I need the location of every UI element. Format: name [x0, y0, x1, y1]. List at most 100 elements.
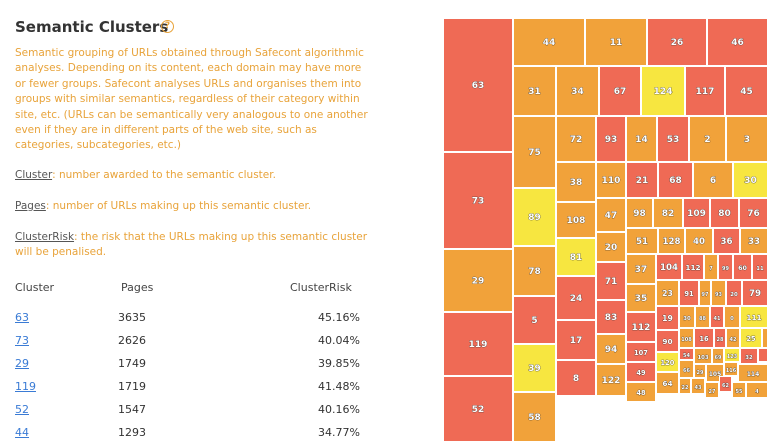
- treemap-cell[interactable]: 109: [683, 198, 710, 228]
- treemap-cell[interactable]: 6: [693, 162, 733, 198]
- treemap-block[interactable]: [626, 284, 656, 312]
- treemap-block[interactable]: [710, 198, 739, 228]
- treemap-block[interactable]: [585, 18, 647, 66]
- treemap-cell[interactable]: 43: [691, 378, 705, 394]
- treemap-cell[interactable]: 64: [656, 372, 679, 394]
- treemap-cell[interactable]: 119: [443, 312, 513, 376]
- treemap-cell[interactable]: 73: [443, 152, 513, 249]
- treemap-block[interactable]: [725, 66, 768, 116]
- treemap-block[interactable]: [596, 334, 626, 364]
- treemap-block[interactable]: [705, 382, 719, 398]
- treemap-cell[interactable]: 80: [710, 198, 739, 228]
- treemap-block[interactable]: [689, 116, 726, 162]
- question-circle-icon[interactable]: ?: [161, 20, 174, 33]
- treemap-block[interactable]: [699, 280, 711, 306]
- cluster-link[interactable]: 63: [15, 311, 29, 324]
- treemap-block[interactable]: [596, 364, 626, 396]
- treemap-cell[interactable]: 112: [682, 254, 704, 280]
- treemap-block[interactable]: [443, 152, 513, 249]
- treemap-block[interactable]: [694, 328, 714, 348]
- treemap-block[interactable]: [679, 378, 691, 394]
- treemap-cell[interactable]: 107: [626, 342, 656, 362]
- treemap-block[interactable]: [679, 360, 694, 378]
- treemap-block[interactable]: [679, 306, 695, 328]
- treemap-cell[interactable]: 124: [641, 66, 685, 116]
- treemap-cell[interactable]: 108: [679, 328, 694, 348]
- treemap-cell[interactable]: [758, 348, 768, 362]
- treemap-block[interactable]: [513, 116, 556, 188]
- treemap-cell[interactable]: 16: [694, 328, 714, 348]
- treemap-cell[interactable]: 76: [739, 198, 768, 228]
- treemap-cell[interactable]: 90: [656, 330, 679, 352]
- treemap-cell[interactable]: 21: [626, 162, 658, 198]
- treemap-block[interactable]: [682, 254, 704, 280]
- treemap-block[interactable]: [599, 66, 641, 116]
- treemap-cell[interactable]: 30: [733, 162, 768, 198]
- treemap-block[interactable]: [513, 296, 556, 344]
- treemap-cell[interactable]: 114: [738, 364, 768, 382]
- treemap-block[interactable]: [626, 342, 656, 362]
- treemap-block[interactable]: [724, 306, 740, 328]
- treemap-block[interactable]: [513, 188, 556, 246]
- treemap-block[interactable]: [694, 364, 706, 378]
- treemap-cell[interactable]: 20: [596, 232, 626, 262]
- cluster-link[interactable]: 73: [15, 334, 29, 347]
- treemap-block[interactable]: [718, 254, 733, 280]
- treemap-block[interactable]: [443, 249, 513, 312]
- treemap-block[interactable]: [556, 276, 596, 320]
- treemap-block[interactable]: [556, 162, 596, 202]
- treemap-cell[interactable]: 33: [740, 228, 768, 254]
- treemap-block[interactable]: [712, 348, 724, 364]
- treemap-cell[interactable]: 69: [712, 348, 724, 364]
- treemap-cell[interactable]: 49: [626, 362, 656, 382]
- treemap-cell[interactable]: 23: [656, 280, 679, 306]
- treemap-block[interactable]: [641, 66, 685, 116]
- treemap-cell[interactable]: 89: [513, 188, 556, 246]
- treemap-block[interactable]: [710, 306, 724, 328]
- treemap-block[interactable]: [726, 280, 742, 306]
- treemap-block[interactable]: [556, 66, 599, 116]
- treemap-block[interactable]: [724, 362, 738, 376]
- treemap-cell[interactable]: 11: [752, 254, 768, 280]
- treemap-cell[interactable]: 122: [596, 364, 626, 396]
- treemap-block[interactable]: [707, 18, 768, 66]
- treemap-block[interactable]: [626, 162, 658, 198]
- treemap-block[interactable]: [658, 162, 693, 198]
- treemap-cell[interactable]: 91: [679, 280, 699, 306]
- treemap-cell[interactable]: 24: [556, 276, 596, 320]
- treemap-cell[interactable]: 39: [513, 344, 556, 392]
- treemap-cell[interactable]: 54: [679, 348, 694, 360]
- treemap-cell[interactable]: 111: [740, 306, 768, 328]
- treemap-block[interactable]: [626, 254, 656, 284]
- treemap-cell[interactable]: 99: [718, 254, 733, 280]
- treemap-cell[interactable]: 123: [724, 348, 740, 362]
- treemap-block[interactable]: [679, 348, 694, 360]
- treemap-cell[interactable]: 0: [724, 306, 740, 328]
- treemap-cell[interactable]: 67: [599, 66, 641, 116]
- treemap-cell[interactable]: 40: [685, 228, 713, 254]
- treemap-cell[interactable]: 103: [694, 348, 712, 364]
- treemap-block[interactable]: [711, 280, 726, 306]
- treemap-block[interactable]: [656, 352, 679, 372]
- treemap-block[interactable]: [626, 312, 656, 342]
- treemap-block[interactable]: [556, 238, 596, 276]
- treemap-block[interactable]: [556, 202, 596, 238]
- treemap-block[interactable]: [513, 18, 585, 66]
- treemap-cell[interactable]: 28: [714, 328, 726, 348]
- treemap-cell[interactable]: 25: [740, 328, 762, 348]
- treemap-block[interactable]: [656, 372, 679, 394]
- treemap-cell[interactable]: 44: [513, 18, 585, 66]
- treemap-block[interactable]: [656, 306, 679, 330]
- treemap-block[interactable]: [626, 362, 656, 382]
- treemap-block[interactable]: [443, 376, 513, 442]
- treemap-cell[interactable]: 55: [732, 382, 746, 398]
- treemap-cell[interactable]: 29: [443, 249, 513, 312]
- treemap-cell[interactable]: 29: [694, 364, 706, 378]
- treemap-cell[interactable]: 45: [725, 66, 768, 116]
- treemap-cell[interactable]: 93: [596, 116, 626, 162]
- treemap-block[interactable]: [762, 328, 768, 348]
- treemap-cell[interactable]: 62: [719, 376, 732, 392]
- treemap-cell[interactable]: 35: [626, 284, 656, 312]
- treemap-block[interactable]: [626, 198, 653, 228]
- treemap-cell[interactable]: 117: [685, 66, 725, 116]
